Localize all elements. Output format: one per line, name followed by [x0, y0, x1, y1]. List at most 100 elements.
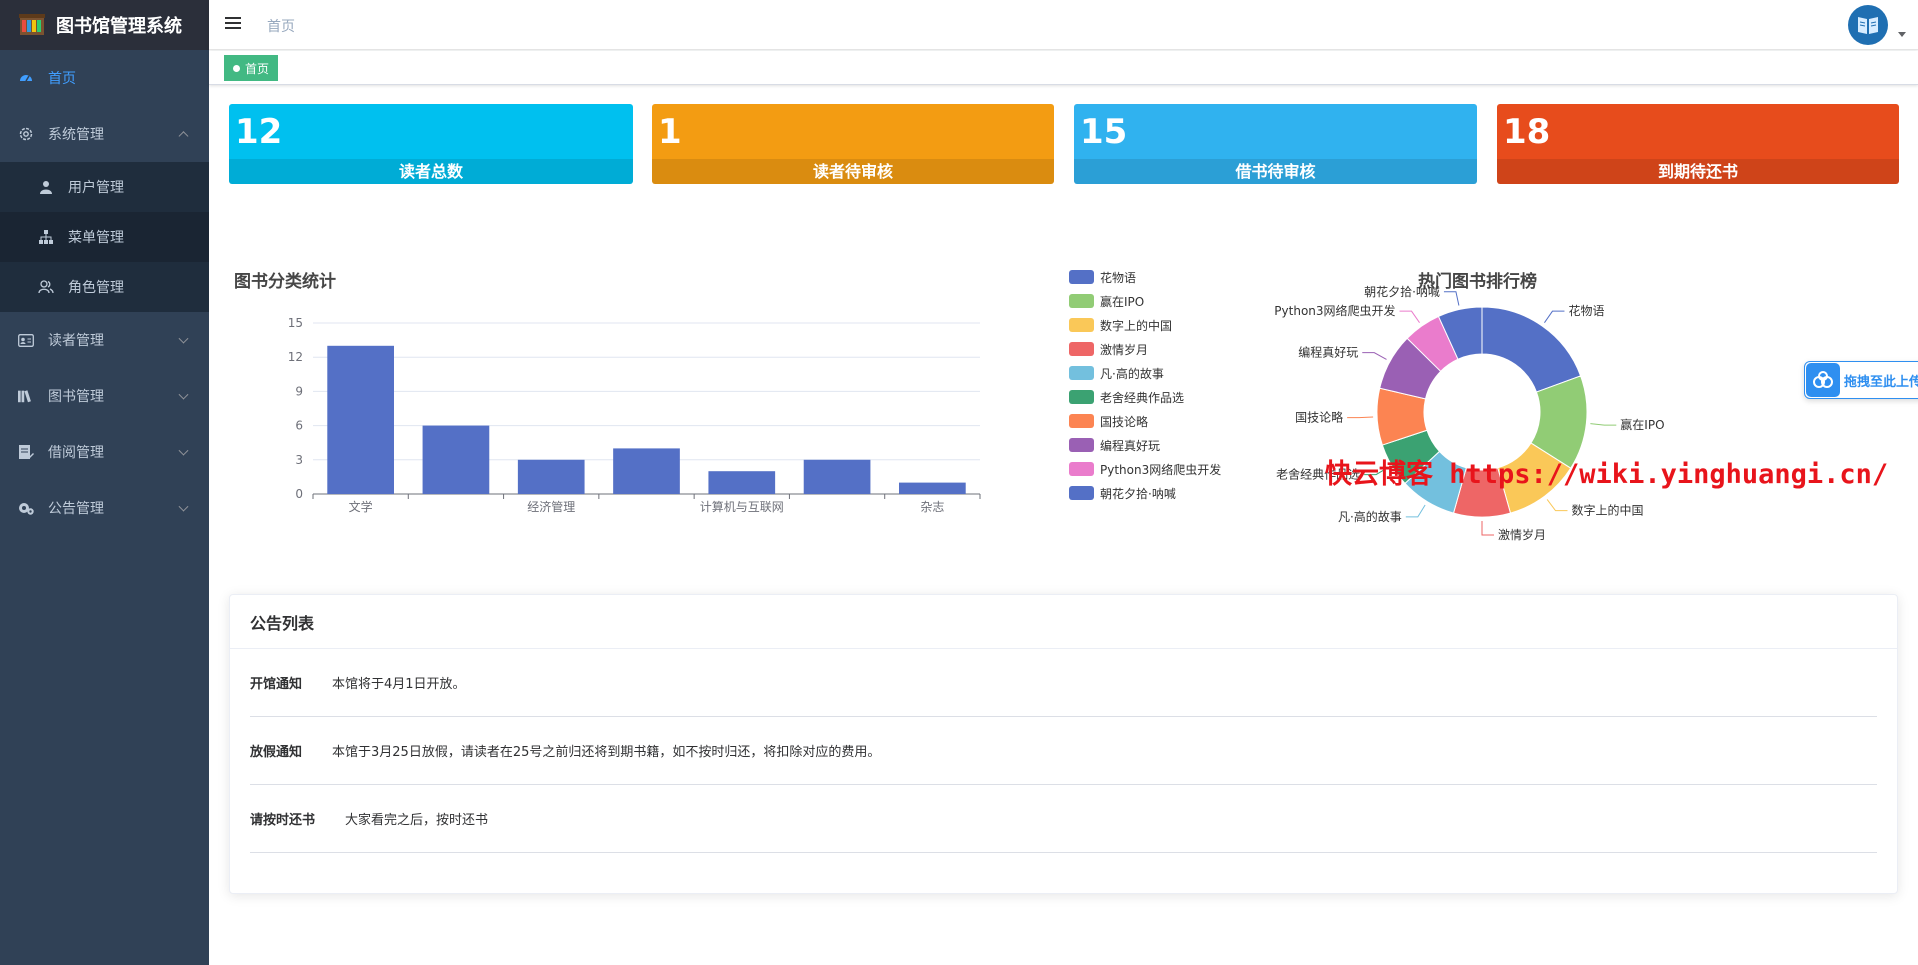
pie-slice: [1481, 306, 1582, 393]
legend-label: 数字上的中国: [1100, 318, 1173, 333]
legend-label: 凡·高的故事: [1100, 366, 1164, 381]
legend-swatch: [1069, 366, 1094, 380]
x-tick-label: 计算机与互联网: [700, 499, 784, 514]
stat-card-due-return[interactable]: 18 到期待还书: [1497, 104, 1899, 184]
stat-label: 读者待审核: [652, 159, 1054, 184]
notice-row[interactable]: 放假通知 本馆于3月25日放假，请读者在25号之前归还将到期书籍，如不按时归还，…: [250, 717, 1877, 785]
avatar[interactable]: [1848, 5, 1888, 45]
hamburger-icon[interactable]: [225, 17, 241, 31]
stat-value: 12: [235, 112, 283, 152]
sidebar-item-readers[interactable]: 读者管理: [0, 312, 209, 368]
navbar: 首页: [209, 0, 1918, 50]
legend-item[interactable]: 国技论略: [1069, 409, 1221, 433]
tag-home[interactable]: 首页: [224, 55, 279, 81]
library-logo-icon: [18, 11, 46, 39]
notice-panel: 公告列表 开馆通知 本馆将于4月1日开放。 放假通知 本馆于3月25日放假，请读…: [229, 594, 1898, 894]
document-edit-icon: [18, 444, 34, 460]
chevron-down-icon: [178, 501, 189, 512]
pie-label-line: [1399, 310, 1420, 323]
sidebar-item-label: 公告管理: [48, 501, 104, 517]
gear-user-icon: [18, 500, 34, 516]
bar-chart: 0 3 6 9 12 15 文学 经济管理 计算机与互联网 杂志: [288, 316, 981, 514]
legend-swatch: [1069, 390, 1094, 404]
dot-icon: [233, 64, 240, 72]
pie-label-line: [1364, 467, 1389, 476]
legend-label: 编程真好玩: [1100, 438, 1161, 453]
x-tick-label: 文学: [349, 499, 373, 514]
sidebar-item-menus[interactable]: 菜单管理: [0, 212, 209, 262]
books-icon: [18, 388, 34, 404]
legend-item[interactable]: 花物语: [1069, 265, 1221, 289]
legend-swatch: [1069, 294, 1094, 308]
pie-label-line: [1590, 423, 1617, 426]
pie-label: 数字上的中国: [1572, 503, 1644, 518]
pie-label: 凡·高的故事: [1338, 509, 1402, 524]
stat-card-pending-readers[interactable]: 1 读者待审核: [652, 104, 1054, 184]
sidebar-item-notice[interactable]: 公告管理: [0, 480, 209, 536]
pie-chart-title: 热门图书排行榜: [1418, 272, 1537, 292]
legend-swatch: [1069, 438, 1094, 452]
legend-item[interactable]: 朝花夕拾·呐喊: [1069, 481, 1221, 505]
user-icon: [38, 179, 54, 195]
legend-item[interactable]: 编程真好玩: [1069, 433, 1221, 457]
stat-card-pending-borrow[interactable]: 15 借书待审核: [1074, 104, 1477, 184]
pie-label-line: [1362, 352, 1387, 360]
bar: [613, 448, 680, 494]
y-tick-label: 6: [295, 419, 303, 433]
brand: 图书馆管理系统: [0, 0, 209, 50]
sidebar-item-home[interactable]: 首页: [0, 50, 209, 106]
pie-label: 编程真好玩: [1298, 345, 1358, 360]
stat-label: 到期待还书: [1497, 159, 1899, 184]
notice-content: 本馆将于4月1日开放。: [332, 677, 466, 692]
drag-upload-label: 拖拽至此上传: [1844, 374, 1918, 390]
legend-swatch: [1069, 486, 1094, 500]
notice-title: 放假通知: [250, 745, 303, 760]
sidebar-item-system[interactable]: 系统管理: [0, 106, 209, 162]
legend-item[interactable]: 赢在IPO: [1069, 289, 1221, 313]
sidebar-item-borrow[interactable]: 借阅管理: [0, 424, 209, 480]
chevron-up-icon: [178, 131, 189, 142]
pie-label: Python3网络爬虫开发: [1274, 303, 1395, 318]
stat-label: 借书待审核: [1074, 159, 1477, 184]
legend-item[interactable]: 老舍经典作品选: [1069, 385, 1221, 409]
legend-item[interactable]: 凡·高的故事: [1069, 361, 1221, 385]
legend-item[interactable]: 数字上的中国: [1069, 313, 1221, 337]
notice-row[interactable]: 开馆通知 本馆将于4月1日开放。: [250, 649, 1877, 717]
chevron-down-icon: [178, 333, 189, 344]
notice-title: 开馆通知: [250, 677, 303, 692]
caret-down-icon[interactable]: [1898, 32, 1906, 37]
sidebar-item-roles[interactable]: 角色管理: [0, 262, 209, 312]
legend-label: 花物语: [1100, 270, 1137, 285]
x-tick-label: 经济管理: [527, 499, 575, 514]
legend-item[interactable]: Python3网络爬虫开发: [1069, 457, 1221, 481]
watermark-text: 快云博客 https://wiki.yinghuangi.cn/: [1325, 459, 1889, 490]
bar: [708, 471, 776, 494]
legend-swatch: [1069, 414, 1094, 428]
stat-value: 1: [658, 112, 682, 152]
sidebar-item-users[interactable]: 用户管理: [0, 162, 209, 212]
sidebar-item-books[interactable]: 图书管理: [0, 368, 209, 424]
legend-item[interactable]: 激情岁月: [1069, 337, 1221, 361]
stat-card-readers[interactable]: 12 读者总数: [229, 104, 633, 184]
pie-label-line: [1405, 504, 1426, 518]
pie-label-line: [1546, 499, 1568, 512]
drag-upload-widget[interactable]: 拖拽至此上传: [1804, 361, 1918, 399]
legend-label: 激情岁月: [1100, 342, 1149, 357]
sidebar-item-label: 图书管理: [48, 389, 104, 405]
sidebar-item-label: 角色管理: [68, 280, 124, 296]
pie-legend: 花物语赢在IPO 数字上的中国 激情岁月凡·高的故事老舍经典作品选 国技论略编程真好玩…: [1069, 265, 1221, 505]
id-card-icon: [18, 332, 34, 348]
stat-value: 18: [1503, 112, 1551, 152]
sidebar-item-label: 菜单管理: [68, 230, 124, 246]
chevron-down-icon: [178, 389, 189, 400]
gear-icon: [18, 126, 34, 142]
cloud-share-icon: [1806, 363, 1840, 397]
sidebar: 图书馆管理系统 首页 系统管理 用户管理 菜单管理: [0, 0, 209, 965]
notice-panel-title: 公告列表: [230, 595, 1897, 649]
bar: [899, 482, 966, 494]
legend-label: 朝花夕拾·呐喊: [1100, 486, 1176, 501]
notice-row[interactable]: 请按时还书 大家看完之后，按时还书: [250, 785, 1877, 853]
breadcrumb[interactable]: 首页: [267, 19, 295, 35]
bar: [327, 345, 394, 494]
